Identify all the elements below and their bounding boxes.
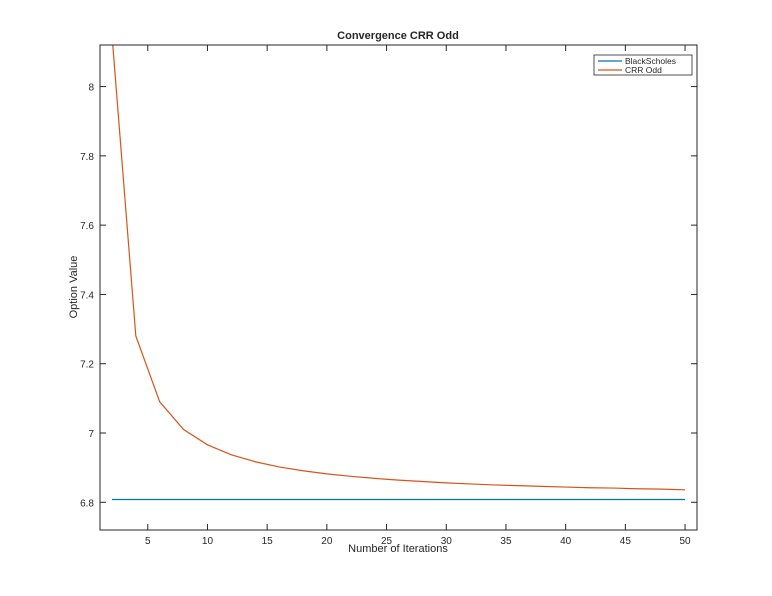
x-tick-label: 50 <box>679 536 691 547</box>
x-tick-label: 45 <box>620 536 632 547</box>
legend-label: CRR Odd <box>625 65 662 75</box>
y-tick-label: 7 <box>88 429 94 440</box>
y-tick-label: 7.2 <box>80 360 94 371</box>
y-tick-label: 7.4 <box>80 290 94 301</box>
x-tick-label: 10 <box>202 536 214 547</box>
x-tick-label: 5 <box>145 536 151 547</box>
series-line-crr-odd <box>112 45 686 491</box>
x-tick-label: 35 <box>500 536 512 547</box>
y-tick-label: 8 <box>88 83 94 94</box>
plot-background <box>100 45 697 530</box>
y-tick-label: 6.8 <box>80 498 94 509</box>
y-tick-label: 7.8 <box>80 152 94 163</box>
x-tick-label: 30 <box>441 536 453 547</box>
legend-label: BlackScholes <box>625 56 676 66</box>
x-axis-label: Number of Iterations <box>348 543 448 555</box>
x-tick-label: 20 <box>321 536 333 547</box>
y-tick-label: 7.6 <box>80 221 94 232</box>
x-tick-label: 40 <box>560 536 572 547</box>
chart-title: Convergence CRR Odd <box>337 30 459 42</box>
y-axis-label: Option Value <box>68 256 80 319</box>
x-tick-label: 15 <box>262 536 274 547</box>
plot-frame <box>99 44 698 531</box>
x-tick-label: 25 <box>381 536 393 547</box>
